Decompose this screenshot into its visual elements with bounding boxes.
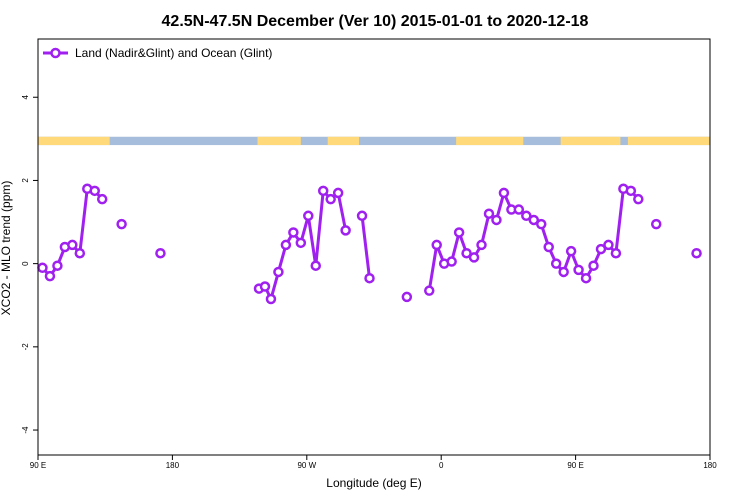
data-point — [453, 227, 465, 238]
data-point — [498, 187, 510, 199]
data-point — [310, 260, 322, 271]
data-point — [325, 193, 336, 205]
data-point — [317, 185, 329, 197]
data-point — [74, 247, 86, 259]
series-line — [360, 215, 372, 279]
x-axis-label: Longitude (deg E) — [326, 476, 421, 490]
y-tick-label: 4 — [21, 94, 30, 99]
plot-frame — [37, 38, 711, 456]
y-tick-label: 2 — [21, 178, 30, 183]
data-point — [491, 214, 502, 226]
data-point — [603, 239, 614, 251]
data-point — [273, 266, 284, 278]
data-point — [265, 293, 277, 305]
y-tick-label: 0 — [21, 261, 30, 266]
data-point — [89, 185, 100, 197]
land-band — [38, 136, 110, 146]
data-point — [521, 210, 532, 222]
data-point — [332, 187, 344, 199]
data-point — [476, 239, 487, 251]
data-point — [550, 258, 562, 269]
data-point — [259, 281, 271, 292]
data-point — [340, 225, 351, 236]
data-point — [513, 204, 525, 215]
data-point — [280, 239, 292, 251]
data-point — [446, 256, 457, 267]
x-tick-label: 0 — [439, 461, 444, 470]
data-point — [424, 285, 435, 296]
data-point — [595, 243, 607, 255]
y-tick-label: -4 — [21, 426, 30, 434]
y-axis-label: XCO2 - MLO trend (ppm) — [0, 181, 13, 316]
data-point — [67, 239, 78, 251]
data-point — [52, 260, 63, 271]
data-point — [650, 218, 662, 230]
data-point — [44, 270, 56, 282]
data-point — [155, 247, 166, 259]
axes: 90 E 180 90 W 0 90 E 180 -4 -2 0 2 4 — [21, 94, 717, 470]
series-line — [427, 187, 640, 291]
x-tick-label: 180 — [166, 461, 180, 470]
data-point — [37, 262, 48, 274]
data-point — [633, 193, 644, 205]
data-point — [588, 260, 599, 271]
land-band — [327, 136, 360, 146]
data-point — [356, 210, 368, 222]
data-point — [558, 266, 569, 278]
data-point — [295, 237, 307, 249]
x-tick-label: 90 E — [567, 461, 583, 470]
land-band — [257, 136, 301, 146]
data-point — [288, 227, 299, 238]
data-point — [401, 291, 413, 303]
data-point — [580, 272, 592, 284]
data-point — [610, 247, 622, 259]
data-point — [528, 214, 540, 226]
data-point — [431, 239, 442, 251]
data-point — [461, 247, 472, 259]
series-line — [41, 187, 104, 278]
data-point — [573, 264, 584, 276]
x-tick-label: 90 E — [30, 461, 46, 470]
data-point — [364, 272, 375, 284]
y-tick-label: -2 — [21, 343, 30, 351]
data-point — [96, 193, 108, 205]
data-point — [565, 245, 577, 257]
legend: Land (Nadir&Glint) and Ocean (Glint) — [43, 46, 272, 60]
data-point — [536, 218, 547, 230]
series-group — [37, 183, 702, 305]
x-tick-label: 90 W — [297, 461, 316, 470]
x-tick-label: 180 — [703, 461, 717, 470]
data-point — [691, 247, 702, 259]
legend-marker — [50, 47, 61, 59]
land-ocean-strip — [38, 136, 710, 146]
land-band — [456, 136, 524, 146]
land-band — [627, 136, 710, 146]
data-point — [625, 185, 637, 197]
chart-title: 42.5N-47.5N December (Ver 10) 2015-01-01… — [162, 13, 589, 30]
data-point — [116, 218, 127, 230]
legend-label: Land (Nadir&Glint) and Ocean (Glint) — [75, 46, 272, 60]
data-point — [468, 252, 480, 263]
data-point — [483, 208, 495, 219]
land-band — [560, 136, 621, 146]
ocean-band — [38, 136, 710, 146]
data-point — [543, 241, 554, 253]
data-point — [303, 210, 314, 222]
